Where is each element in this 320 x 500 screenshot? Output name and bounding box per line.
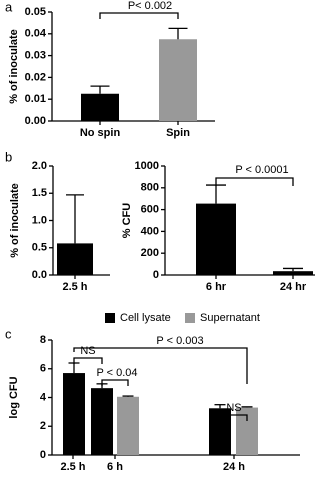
y-tick-label: 0.04: [25, 28, 47, 40]
bar: [57, 243, 93, 275]
significance-bracket: [215, 177, 294, 186]
y-tick-label: 6: [40, 363, 46, 375]
y-tick-label: 600: [141, 204, 159, 216]
bar: [209, 408, 231, 455]
y-tick-label: 0.03: [25, 50, 46, 62]
annotation: NS: [80, 345, 95, 357]
y-tick-label: 0.01: [25, 93, 46, 105]
legend-label: Supernatant: [200, 312, 260, 324]
annotation: P< 0.002: [128, 0, 172, 12]
y-tick-label: 2: [40, 420, 46, 432]
significance-bracket: [99, 12, 179, 19]
y-tick-label: 0: [153, 269, 159, 281]
bar: [196, 203, 236, 275]
legend-swatch: [105, 313, 115, 323]
significance-bracket: [101, 379, 129, 386]
bar: [273, 271, 313, 275]
panel-label: c: [5, 326, 12, 341]
annotation: P < 0.04: [96, 367, 137, 379]
annotation: NS: [226, 402, 241, 414]
annotation: P < 0.0001: [235, 164, 288, 176]
y-tick-label: 0: [40, 449, 46, 461]
bar: [159, 39, 197, 121]
significance-bracket: [73, 347, 248, 384]
bar: [236, 407, 258, 455]
x-tick-label: 24 h: [223, 461, 245, 473]
x-tick-label: 6 hr: [206, 281, 227, 293]
x-tick-label: 6 h: [107, 461, 123, 473]
x-tick-label: 2.5 h: [62, 281, 87, 293]
bar: [117, 396, 139, 455]
y-axis-title: % of inoculate: [9, 183, 21, 258]
y-tick-label: 0.0: [32, 269, 47, 281]
y-tick-label: 0.02: [25, 71, 46, 83]
bar: [81, 93, 119, 121]
significance-bracket: [219, 414, 248, 421]
y-tick-label: 0.05: [25, 6, 46, 18]
y-tick-label: 1.5: [32, 187, 47, 199]
y-tick-label: 2.0: [32, 160, 47, 172]
y-axis-title: log CFU: [8, 376, 20, 418]
y-tick-label: 200: [141, 247, 159, 259]
y-tick-label: 0.5: [32, 242, 47, 254]
annotation: P < 0.003: [156, 335, 203, 347]
legend-label: Cell lysate: [120, 312, 171, 324]
y-tick-label: 8: [40, 334, 46, 346]
bar: [63, 373, 85, 455]
x-tick-label: Spin: [166, 127, 190, 139]
panel-label: b: [5, 149, 12, 164]
y-tick-label: 1000: [135, 160, 159, 172]
y-tick-label: 1.0: [32, 214, 47, 226]
y-tick-label: 800: [141, 182, 159, 194]
y-tick-label: 400: [141, 225, 159, 237]
bar: [91, 388, 113, 455]
y-axis-title: % of inoculate: [8, 29, 20, 104]
x-tick-label: 2.5 h: [60, 461, 85, 473]
significance-bracket: [73, 357, 103, 364]
legend-swatch: [185, 313, 195, 323]
panel-label: a: [5, 0, 13, 14]
x-tick-label: No spin: [80, 127, 121, 139]
y-axis-title: % CFU: [121, 203, 133, 239]
y-tick-label: 4: [40, 391, 47, 403]
y-tick-label: 0.00: [25, 115, 46, 127]
x-tick-label: 24 hr: [280, 281, 307, 293]
